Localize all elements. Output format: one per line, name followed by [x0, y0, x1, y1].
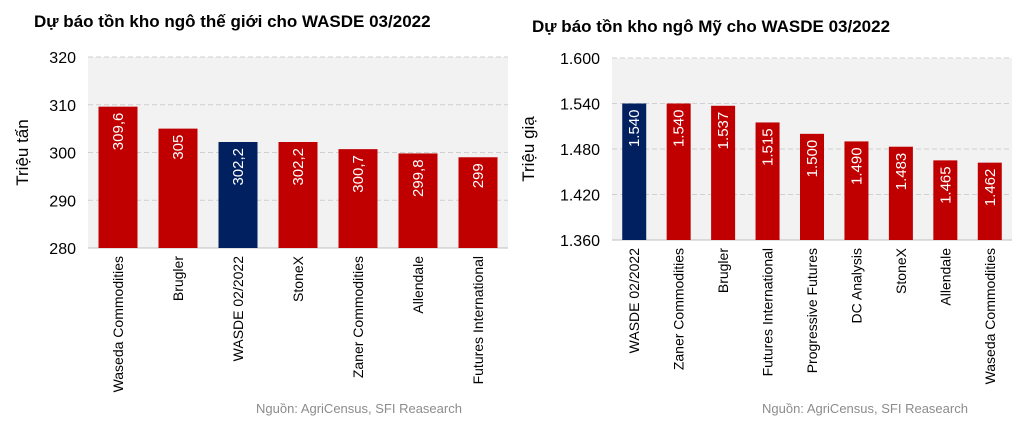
x-tick-label: Allendale: [410, 256, 426, 314]
us-corn-stocks-chart: Dự báo tồn kho ngô Mỹ cho WASDE 03/2022 …: [512, 0, 1024, 425]
x-tick-label: Waseda Commodities: [110, 256, 126, 392]
data-label: 299: [470, 163, 487, 188]
world-corn-stocks-chart: Dự báo tồn kho ngô thế giới cho WASDE 03…: [13, 12, 508, 416]
x-tick-label: Allendale: [937, 248, 953, 306]
x-tick-label: Futures International: [470, 256, 486, 384]
y-tick-label: 1.360: [560, 233, 600, 250]
x-tick-label: Waseda Commodities: [982, 248, 998, 384]
y-tick-label: 300: [49, 146, 76, 163]
bar: [844, 141, 869, 240]
data-label: 1.483: [893, 153, 910, 191]
x-tick-label: StoneX: [893, 247, 909, 294]
source-note: Nguồn: AgriCensus, SFI Reasearch: [256, 401, 462, 416]
bar: [666, 103, 691, 240]
bar: [278, 141, 318, 248]
y-tick-label: 290: [49, 193, 76, 210]
data-label: 1.500: [804, 140, 821, 178]
y-axis-label: Triệu tấn: [13, 119, 32, 185]
y-tick-label: 1.480: [560, 142, 600, 159]
x-tick-label: Zaner Commodities: [671, 248, 687, 370]
data-label: 1.490: [848, 147, 865, 185]
chart-plot: 1.360 1.420 1.480 1.540 1.600 Triệu giạ 1.540 W…: [519, 51, 1012, 384]
data-label: 300,7: [350, 155, 367, 193]
bar: [711, 105, 736, 241]
bar: [755, 122, 780, 240]
bar: [933, 160, 958, 240]
data-label: 299,8: [410, 159, 427, 197]
y-tick-label: 1.600: [560, 51, 600, 68]
x-tick-label: Brugler: [715, 248, 731, 293]
data-label: 302,2: [230, 148, 247, 186]
data-label: 309,6: [110, 113, 127, 151]
x-tick-label: DC Analysis: [848, 248, 864, 323]
y-tick-label: 1.420: [560, 188, 600, 205]
y-tick-label: 320: [49, 50, 76, 67]
bar: [338, 149, 378, 248]
y-axis-label: Triệu giạ: [519, 116, 538, 182]
bar: [218, 141, 258, 248]
y-tick-label: 280: [49, 241, 76, 258]
x-tick-label: WASDE 02/2022: [230, 256, 246, 362]
data-label: 305: [170, 135, 187, 160]
x-tick-label: Zaner Commodities: [350, 256, 366, 378]
y-tick-label: 310: [49, 98, 76, 115]
x-tick-label: Futures International: [760, 248, 776, 376]
bar: [622, 103, 647, 240]
data-label: 1.540: [671, 110, 688, 148]
x-tick-label: StoneX: [290, 255, 306, 302]
bar: [398, 153, 438, 248]
data-label: 1.465: [937, 166, 954, 204]
data-label: 1.540: [626, 110, 643, 148]
data-label: 1.462: [982, 169, 999, 207]
x-tick-label: WASDE 02/2022: [626, 248, 642, 354]
bar: [458, 157, 498, 248]
bar: [800, 133, 824, 240]
y-tick-label: 1.540: [560, 97, 600, 114]
x-tick-label: Progressive Futures: [804, 248, 820, 373]
data-label: 1.537: [715, 112, 732, 150]
bar: [888, 146, 913, 240]
x-tick-label: Brugler: [170, 256, 186, 301]
data-label: 1.515: [760, 128, 777, 166]
source-note: Nguồn: AgriCensus, SFI Reasearch: [762, 401, 968, 416]
chart-plot: 280 290 300 310 320 Triệu tấn 309,6 Waseda Comm…: [13, 50, 508, 392]
chart-title: Dự báo tồn kho ngô thế giới cho WASDE 03…: [34, 12, 431, 31]
chart-title: Dự báo tồn kho ngô Mỹ cho WASDE 03/2022: [532, 17, 891, 36]
data-label: 302,2: [290, 148, 307, 186]
bar: [158, 128, 198, 248]
bar: [977, 162, 1002, 240]
bar: [98, 106, 138, 248]
